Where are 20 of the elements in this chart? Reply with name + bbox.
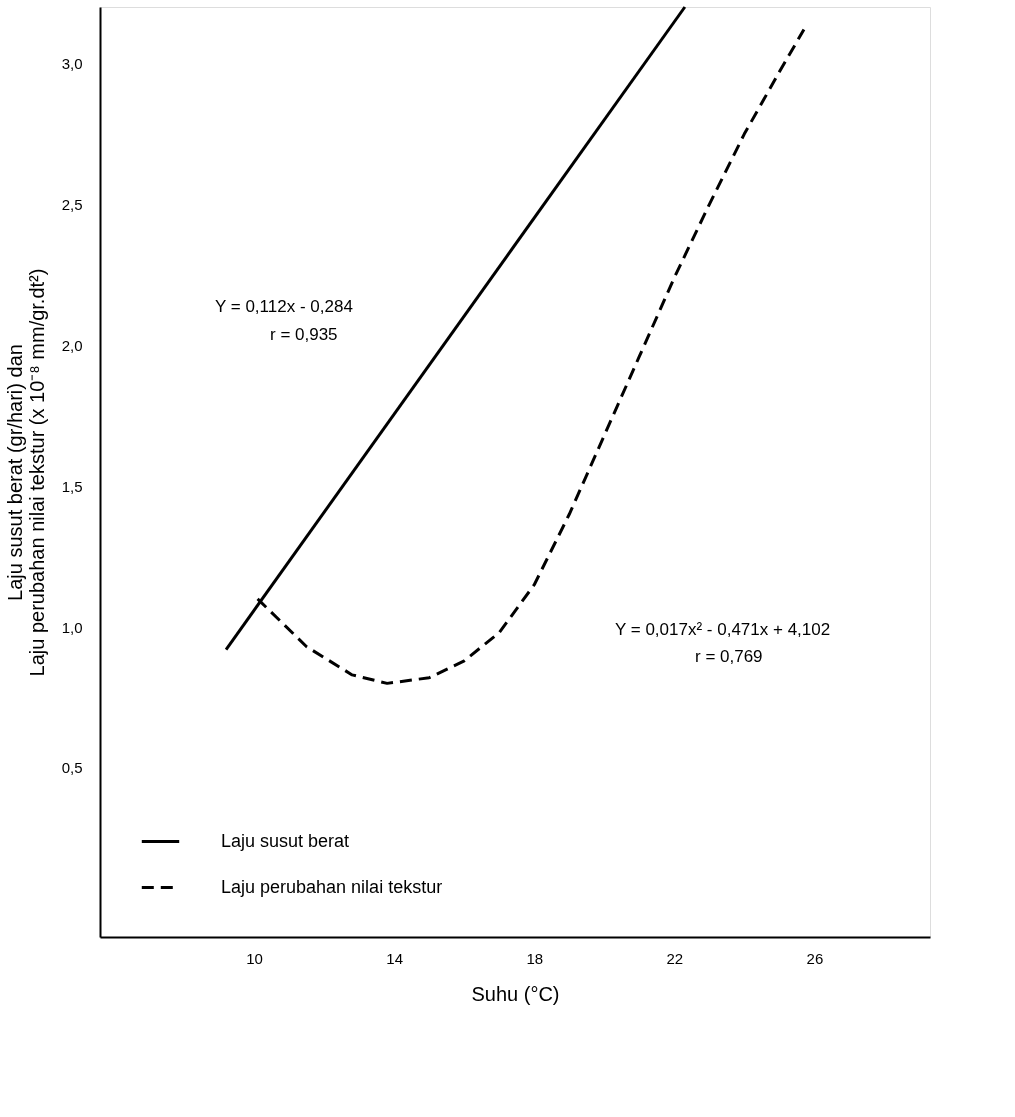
legend-label: Laju perubahan nilai tekstur bbox=[221, 876, 443, 897]
annotation: Y = 0,112x - 0,284 bbox=[215, 297, 353, 316]
annotation: r = 0,935 bbox=[270, 325, 338, 344]
y-tick-label: 0,5 bbox=[61, 759, 83, 777]
y-tick-label: 1,0 bbox=[61, 618, 83, 636]
annotation: Y = 0,017x² - 0,471x + 4,102 bbox=[615, 620, 831, 639]
x-tick-label: 18 bbox=[526, 949, 544, 967]
y-tick-label: 2,5 bbox=[61, 195, 83, 213]
annotation: r = 0,769 bbox=[695, 647, 763, 666]
x-tick-label: 26 bbox=[806, 949, 824, 967]
x-tick-label: 22 bbox=[666, 949, 684, 967]
y-tick-label: 1,5 bbox=[61, 477, 83, 495]
text: Laju susut berat (gr/hari) dan bbox=[3, 344, 26, 601]
y-tick-label: 3,0 bbox=[61, 54, 83, 72]
y-tick-label: 2,0 bbox=[61, 336, 83, 354]
text: Laju perubahan nilai tekstur (x 10⁻⁸ mm/gr.dt²) bbox=[25, 268, 48, 677]
legend-label: Laju susut berat bbox=[221, 830, 350, 851]
x-axis-title: Suhu (°C) bbox=[471, 982, 560, 1005]
x-tick-label: 10 bbox=[246, 949, 263, 967]
x-tick-label: 14 bbox=[386, 949, 404, 967]
